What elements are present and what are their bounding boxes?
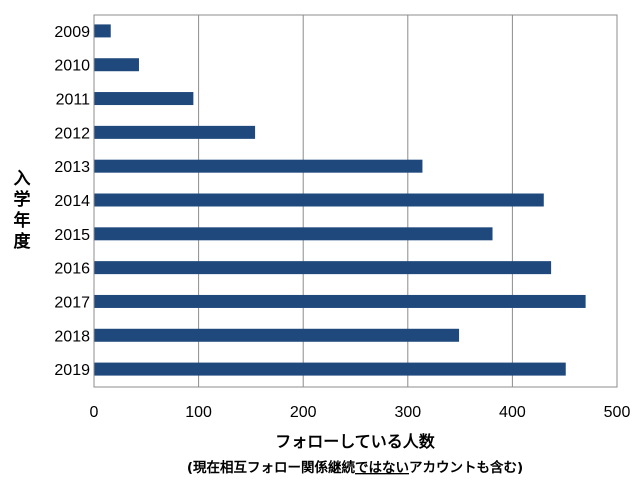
x-tick-label-200: 200 [290, 404, 317, 421]
x-axis-subtitle-underlined: ではない [355, 460, 409, 476]
x-tick-label-0: 0 [90, 404, 99, 421]
bar-2012 [94, 125, 256, 139]
bar-2013 [94, 159, 423, 173]
y-axis-title-char: 度 [14, 231, 32, 252]
y-tick-label-2014: 2014 [54, 193, 90, 210]
y-tick-labels: 2009 2010 2011 2012 2013 2014 2015 2016 2017 2018… [54, 24, 90, 379]
y-tick-label-2009: 2009 [54, 24, 90, 41]
y-tick-label-2010: 2010 [54, 58, 90, 75]
y-axis-title-char: 学 [14, 189, 31, 210]
x-axis-subtitle: (現在相互フォロー関係継続ではないアカウントも含む) [187, 459, 523, 476]
x-axis-subtitle-after: アカウントも含む) [409, 459, 523, 476]
x-axis-subtitle-before: (現在相互フォロー関係継続 [187, 459, 356, 476]
bar-2019 [94, 362, 566, 376]
y-axis-title-char: 年 [14, 210, 31, 231]
y-tick-label-2017: 2017 [54, 294, 90, 311]
y-tick-label-2016: 2016 [54, 261, 90, 278]
bar-2016 [94, 261, 552, 275]
bar-2011 [94, 92, 194, 106]
y-tick-label-2012: 2012 [54, 125, 90, 142]
bar-2014 [94, 193, 544, 207]
bar-2017 [94, 294, 586, 308]
x-tick-label-500: 500 [604, 404, 631, 421]
y-tick-label-2013: 2013 [54, 159, 90, 176]
y-tick-label-2019: 2019 [54, 362, 90, 379]
x-tick-labels: 0 100 200 300 400 500 [90, 404, 631, 421]
y-axis-title-char: 入 [14, 169, 31, 189]
bar-2009 [94, 24, 111, 38]
bars [94, 24, 586, 376]
x-tick-label-400: 400 [499, 404, 526, 421]
y-tick-label-2018: 2018 [54, 328, 90, 345]
bar-2010 [94, 58, 139, 72]
y-tick-label-2011: 2011 [56, 92, 91, 109]
plot-frame [93, 14, 618, 388]
y-tick-label-2015: 2015 [54, 227, 90, 244]
bar-2015 [94, 227, 493, 241]
x-tick-label-300: 300 [394, 404, 421, 421]
bar-2018 [94, 328, 460, 342]
x-tick-label-100: 100 [185, 404, 212, 421]
x-axis-title: フォローしている人数 [275, 432, 436, 451]
